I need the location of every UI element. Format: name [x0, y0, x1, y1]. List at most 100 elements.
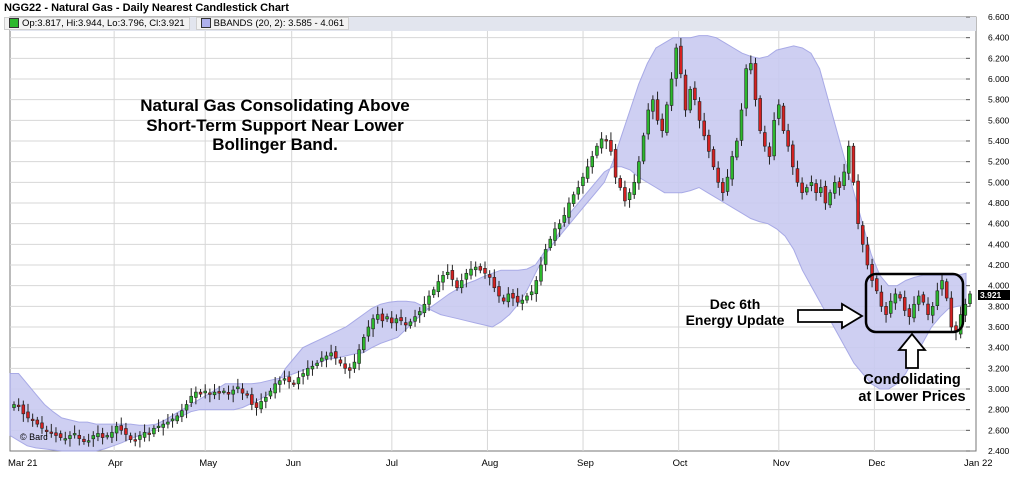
candle: [916, 290, 921, 312]
candle: [604, 135, 608, 150]
candle: [119, 417, 124, 435]
candle: [231, 385, 235, 403]
candle: [483, 261, 487, 279]
annotation-consolidating: Condolidating at Lower Prices: [832, 372, 992, 405]
legend-ohlc: Op:3.817, Hi:3.944, Lo:3.796, Cl:3.921: [4, 16, 190, 30]
candle: [441, 270, 445, 291]
candle: [184, 400, 189, 419]
candle: [968, 290, 972, 307]
candle: [581, 172, 585, 194]
candle: [707, 129, 711, 159]
candle: [721, 177, 725, 201]
candle: [693, 81, 697, 106]
candle: [912, 296, 916, 323]
candle: [865, 236, 870, 270]
candle: [203, 384, 207, 399]
candle: [343, 356, 347, 374]
y-tick-label: 5.400: [988, 136, 1010, 146]
y-tick-label: 5.600: [988, 115, 1010, 125]
candle: [445, 264, 450, 280]
y-tick-label: 2.400: [988, 446, 1010, 456]
y-tick-label: 6.400: [988, 33, 1010, 43]
candle: [949, 291, 954, 333]
y-tick-label: 3.800: [988, 301, 1010, 311]
candle: [222, 387, 226, 395]
candle: [198, 389, 203, 398]
x-tick-label: Mar 21: [8, 458, 38, 469]
annotation-main: Natural Gas Consolidating Above Short-Te…: [110, 96, 440, 155]
candle: [688, 86, 692, 114]
candle: [105, 432, 110, 440]
candle: [921, 291, 926, 306]
candle: [389, 311, 394, 329]
candle: [403, 317, 408, 332]
y-tick-label: 2.600: [988, 425, 1010, 435]
candle: [529, 285, 534, 301]
candle: [315, 360, 319, 369]
candle: [371, 314, 375, 337]
x-tick-label: Jul: [386, 458, 398, 469]
candle: [590, 150, 595, 174]
candles: [12, 38, 972, 448]
candle: [501, 294, 506, 305]
candle: [250, 387, 254, 411]
consolidation-box: [864, 272, 965, 334]
candle: [142, 424, 147, 442]
candle: [366, 320, 371, 342]
candle: [511, 288, 515, 307]
y-axis: 6.600 6.400 6.200 6.000 5.800 5.600 5.400 5.200…: [966, 12, 1010, 456]
candle: [473, 261, 478, 277]
candle: [268, 387, 273, 400]
candle: [138, 431, 142, 448]
candle: [595, 143, 599, 159]
candle: [175, 412, 179, 424]
candle: [763, 125, 767, 152]
candle: [301, 369, 305, 385]
candle: [874, 275, 879, 294]
candle: [833, 175, 837, 199]
candle: [100, 427, 105, 445]
x-tick-label: Jan 22: [964, 458, 993, 469]
candle: [902, 290, 907, 317]
x-axis: Mar 21 Apr May Jun Jul Aug Sep Oct Nov Dec Jan 22: [8, 458, 993, 469]
candle: [44, 425, 49, 440]
candle: [665, 101, 669, 136]
candle: [660, 113, 664, 138]
candle: [21, 400, 26, 422]
candle: [170, 413, 175, 428]
y-tick-label: 2.800: [988, 405, 1010, 415]
legend-bbands-text: BBANDS (20, 2): 3.585 - 4.061: [213, 17, 345, 29]
candle: [236, 378, 240, 394]
candle: [82, 436, 86, 445]
candle: [226, 385, 231, 400]
candle: [809, 175, 814, 192]
last-price-tag: 3.921: [978, 290, 1010, 300]
y-tick-label: 6.200: [988, 53, 1010, 63]
candle: [86, 433, 91, 447]
candle: [655, 91, 660, 125]
candle: [506, 287, 511, 308]
candle: [520, 294, 525, 311]
candle: [417, 307, 422, 323]
candle: [702, 112, 706, 141]
candle: [711, 146, 716, 170]
candle: [72, 425, 77, 439]
candle: [287, 371, 291, 389]
svg-text:3.921: 3.921: [980, 290, 1002, 300]
candle: [926, 297, 930, 321]
candle: [394, 314, 399, 331]
candle: [814, 179, 818, 201]
candle: [884, 301, 888, 323]
candle: [376, 306, 380, 324]
candle: [623, 180, 627, 207]
candle: [940, 274, 944, 296]
candle: [637, 156, 641, 190]
candle: [679, 38, 683, 79]
legend-swatch-bbands: [200, 18, 211, 28]
candle: [166, 414, 170, 429]
candle: [791, 140, 795, 175]
candle: [464, 268, 469, 288]
candle: [413, 309, 417, 327]
candle: [114, 421, 119, 442]
